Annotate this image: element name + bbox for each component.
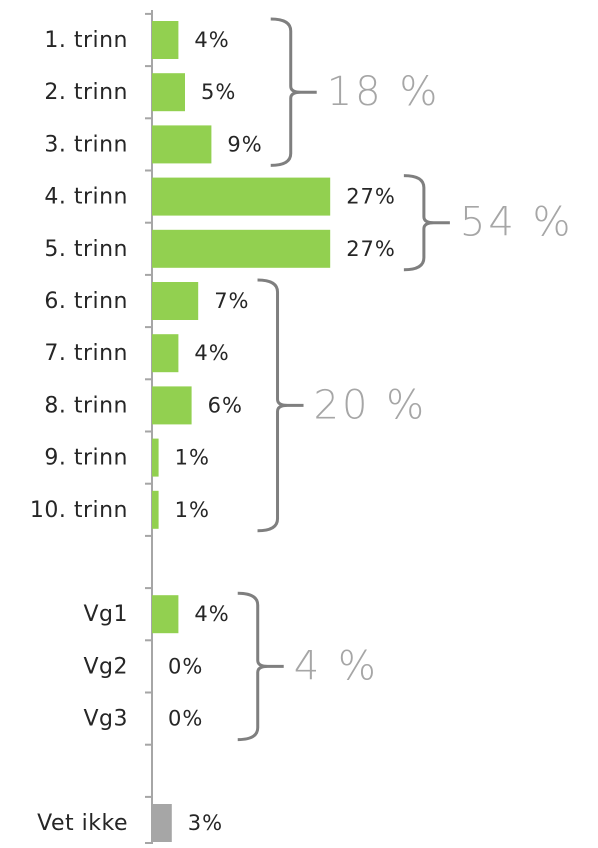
y-tick-label: 2. trinn	[44, 80, 128, 105]
group-label: 54 %	[460, 200, 574, 246]
bar	[152, 334, 179, 373]
bar	[152, 21, 179, 59]
y-tick-label: 4. trinn	[44, 185, 128, 210]
value-label: 5%	[201, 80, 236, 104]
y-tick-label: 5. trinn	[44, 237, 128, 262]
y-tick-label: Vg1	[83, 602, 128, 627]
y-tick-label: Vg2	[83, 654, 128, 679]
value-label: 9%	[227, 132, 262, 156]
group-label: 20 %	[314, 382, 428, 428]
value-label: 7%	[214, 289, 249, 313]
bar	[152, 177, 331, 216]
value-label: 4%	[194, 28, 229, 52]
value-label: 1%	[175, 446, 210, 470]
y-tick-label: 9. trinn	[44, 446, 128, 471]
y-tick-label: 1. trinn	[44, 28, 128, 53]
y-tick-label: Vet ikke	[37, 811, 128, 836]
bar	[152, 595, 179, 634]
bar	[152, 229, 331, 268]
bar	[152, 73, 185, 112]
group-bracket	[237, 591, 284, 742]
value-label: 4%	[194, 602, 229, 626]
group-bracket	[403, 174, 450, 272]
group-bracket	[257, 278, 304, 533]
y-tick-label: 3. trinn	[44, 132, 128, 157]
bar	[152, 282, 199, 320]
group-label: 4 %	[294, 643, 379, 689]
y-tick-label: 7. trinn	[44, 341, 128, 366]
value-label: 27%	[346, 185, 396, 209]
bar	[152, 386, 192, 425]
group-label: 18 %	[327, 69, 441, 115]
group-bracket	[270, 17, 317, 167]
value-label: 6%	[208, 393, 243, 417]
bar	[152, 125, 212, 164]
value-label: 27%	[346, 237, 396, 261]
y-tick-label: 6. trinn	[44, 289, 128, 314]
bar	[152, 490, 159, 529]
y-tick-label: 8. trinn	[44, 393, 128, 418]
value-label: 0%	[168, 654, 203, 678]
y-tick-label: Vg3	[83, 707, 128, 732]
value-label: 4%	[194, 341, 229, 365]
value-label: 0%	[168, 707, 203, 731]
value-label: 1%	[175, 498, 210, 522]
y-tick-label: 10. trinn	[30, 498, 128, 523]
bar	[152, 804, 172, 842]
value-label: 3%	[188, 811, 223, 835]
bar	[152, 438, 159, 477]
